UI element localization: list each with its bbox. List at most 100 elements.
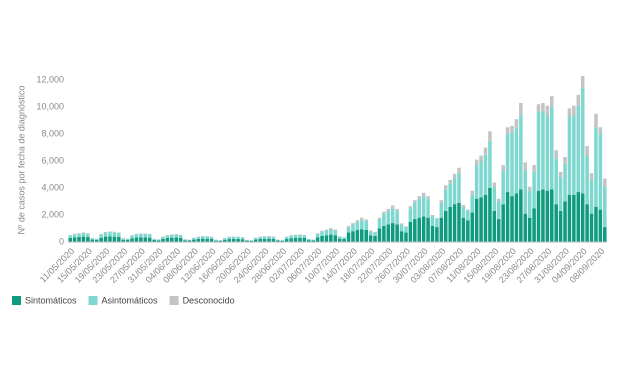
bar-segment <box>408 206 413 209</box>
bar-segment <box>435 217 439 220</box>
bar-segment <box>439 200 444 203</box>
bar-segment <box>496 219 501 242</box>
bar-segment <box>426 198 430 218</box>
bar-segment <box>174 237 179 242</box>
bar-segment <box>364 219 368 222</box>
bar-segment <box>333 230 338 236</box>
bar-segment <box>488 188 492 242</box>
bar-segment <box>351 224 355 232</box>
bar-segment <box>483 154 488 195</box>
bar-segment <box>284 237 289 240</box>
bar-segment <box>417 198 422 218</box>
bar-segment <box>99 237 103 242</box>
bar-segment <box>496 201 501 220</box>
bar-segment <box>536 104 541 113</box>
bar-segment <box>307 240 311 242</box>
bar-segment <box>200 238 205 242</box>
bar-segment <box>421 196 426 217</box>
bar-segment <box>86 236 90 242</box>
legend-label: Asintomáticos <box>102 295 159 305</box>
bar-segment <box>457 167 461 174</box>
bar-segment <box>523 162 528 171</box>
bar-segment <box>580 193 585 242</box>
bar-segment <box>404 226 408 228</box>
bar-segment <box>545 190 550 242</box>
bar-segment <box>152 239 156 242</box>
bar-segment <box>505 192 510 242</box>
bar-segment <box>94 238 99 240</box>
bar-segment <box>505 127 510 134</box>
bar-segment <box>170 237 174 242</box>
bar-segment <box>218 240 223 242</box>
bar-segment <box>267 238 271 242</box>
bar-segment <box>337 238 342 242</box>
bar-segment <box>435 227 439 242</box>
bar-segment <box>298 237 302 242</box>
bar-segment <box>240 239 245 242</box>
bar-segment <box>298 234 302 238</box>
bar-segment <box>461 206 466 218</box>
bar-segment <box>112 236 117 242</box>
legend-swatch <box>12 296 21 305</box>
bar-segment <box>165 235 170 238</box>
legend-swatch <box>169 296 179 305</box>
bar-segment <box>351 223 355 225</box>
bar-segment <box>147 237 152 242</box>
bar-segment <box>510 132 514 197</box>
bar-segment <box>523 213 528 242</box>
bar-segment <box>386 210 391 225</box>
bar-segment <box>426 217 430 242</box>
bar-segment <box>360 217 364 220</box>
bar-segment <box>125 239 130 242</box>
bar-segment <box>258 238 262 242</box>
bar-segment <box>439 217 444 242</box>
bar-segment <box>404 227 408 233</box>
bar-segment <box>311 239 315 241</box>
bar-segment <box>253 239 258 242</box>
bar-segment <box>315 233 320 238</box>
bar-segment <box>510 196 514 242</box>
bar-segment <box>218 240 223 241</box>
bar-segment <box>589 179 594 214</box>
bar-segment <box>421 216 426 242</box>
bar-segment <box>430 225 435 242</box>
y-tick-label: 12,000 <box>36 74 64 84</box>
bar-segment <box>519 115 523 190</box>
bar-segment <box>346 232 351 242</box>
bar-segment <box>72 237 77 242</box>
bar-segment <box>152 238 156 240</box>
bar-segment <box>483 147 488 155</box>
bar-segment <box>545 105 550 116</box>
bar-segment <box>236 238 240 242</box>
bar-segment <box>373 232 377 236</box>
bar-segment <box>68 237 72 242</box>
bar-segment <box>289 238 293 242</box>
bar-segment <box>183 240 187 242</box>
y-tick-label: 0 <box>59 236 64 246</box>
bar-segment <box>192 237 196 240</box>
bar-segment <box>117 236 121 242</box>
bar-segment <box>430 216 435 226</box>
bar-segment <box>187 239 192 241</box>
bar-segment <box>293 237 298 242</box>
bar-segment <box>346 227 351 233</box>
bar-segment <box>134 234 139 238</box>
bar-segment <box>382 213 386 226</box>
bar-segment <box>324 229 329 231</box>
bar-segment <box>130 235 134 239</box>
bar-segment <box>488 131 492 141</box>
bar-segment <box>161 238 165 242</box>
bar-segment <box>108 231 112 233</box>
bar-segment <box>200 236 205 239</box>
bar-segment <box>324 230 329 236</box>
bar-segment <box>103 232 108 237</box>
bar-segment <box>214 239 218 241</box>
bar-segment <box>598 209 603 242</box>
bar-segment <box>501 165 505 171</box>
bar-segment <box>435 219 439 228</box>
bar-segment <box>452 178 457 205</box>
bar-segment <box>510 125 514 133</box>
bar-segment <box>355 221 360 230</box>
bar-segment <box>461 204 466 207</box>
